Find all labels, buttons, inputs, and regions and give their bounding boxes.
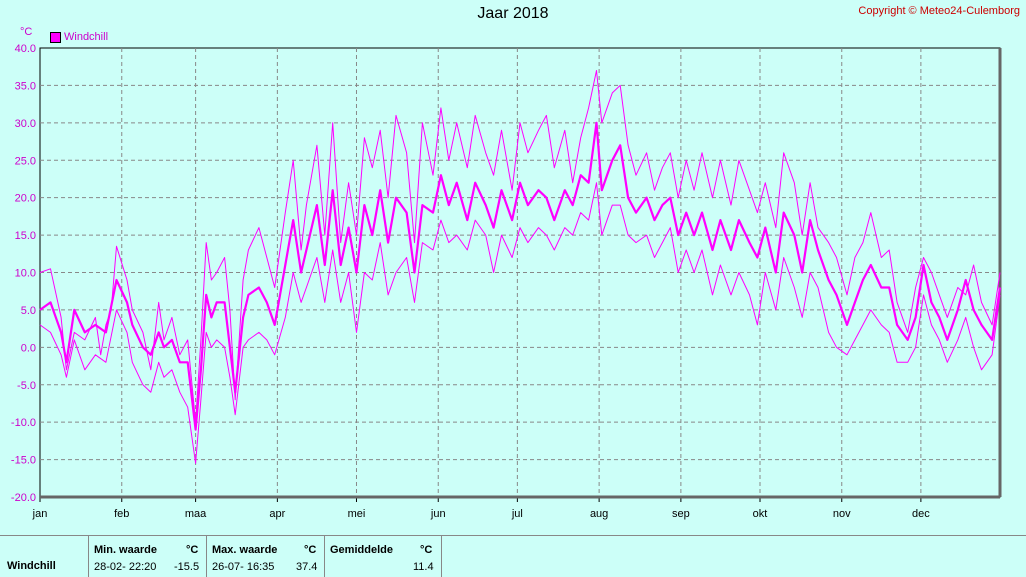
stats-min-label: Min. waarde <box>94 544 157 556</box>
y-tick-label: 25.0 <box>15 155 36 167</box>
stats-max-time: 26-07- 16:35 <box>212 561 275 573</box>
stats-max-cell: Max. waarde °C 26-07- 16:35 37.4 <box>206 536 325 577</box>
y-tick-label: -5.0 <box>17 380 36 392</box>
copyright-notice: Copyright © Meteo24-Culemborg <box>858 5 1020 17</box>
series-line-max <box>39 70 1001 423</box>
stats-max-unit: °C <box>304 544 317 556</box>
legend-swatch <box>50 31 61 43</box>
stats-table: Windchill Min. waarde °C 28-02- 22:20 -1… <box>0 535 1026 577</box>
stats-min-cell: Min. waarde °C 28-02- 22:20 -15.5 <box>88 536 207 577</box>
stats-avg-cell: Gemiddelde °C 11.4 <box>324 536 442 577</box>
y-tick-label: 15.0 <box>15 230 36 242</box>
x-tick-label: jun <box>430 508 446 520</box>
y-tick-label: 40.0 <box>15 43 36 55</box>
legend-label: Windchill <box>64 31 109 43</box>
y-tick-label: -15.0 <box>11 455 36 467</box>
series-line-mean <box>39 121 1002 431</box>
x-tick-label: sep <box>672 508 690 520</box>
y-tick-label: 35.0 <box>15 80 36 92</box>
y-tick-label: 5.0 <box>21 305 36 317</box>
y-tick-label: 10.0 <box>15 268 36 280</box>
x-tick-label: nov <box>833 508 851 520</box>
chart-area: 40.0 35.0 30.0 25.0 20.0 15.0 10.0 5.0 0.0 -5.0 -1… <box>11 43 1002 520</box>
stats-max-label: Max. waarde <box>212 544 278 556</box>
x-tick-label: okt <box>753 508 768 520</box>
y-tick-label: 30.0 <box>15 118 36 130</box>
y-tick-label: 0.0 <box>21 342 36 354</box>
x-tick-label: feb <box>114 508 129 520</box>
y-tick-label: -10.0 <box>11 417 36 429</box>
stats-max-value: 37.4 <box>296 561 318 573</box>
series-line-min <box>39 182 1001 464</box>
chart-title: Jaar 2018 <box>477 5 549 22</box>
x-tick-label: maa <box>185 508 207 520</box>
stats-series-cell: Windchill <box>0 536 89 577</box>
x-tick-label: jul <box>511 508 523 520</box>
x-tick-label: jan <box>32 508 48 520</box>
x-tick-label: mei <box>348 508 366 520</box>
y-tick-label: -20.0 <box>11 492 36 504</box>
y-axis-unit: °C <box>20 26 33 38</box>
stats-min-unit: °C <box>186 544 199 556</box>
stats-min-time: 28-02- 22:20 <box>94 561 157 573</box>
legend: Windchill <box>50 31 108 43</box>
stats-series-label: Windchill <box>7 560 56 572</box>
stats-avg-unit: °C <box>420 544 433 556</box>
x-tick-label: aug <box>590 508 608 520</box>
x-tick-label: apr <box>269 508 285 520</box>
stats-avg-label: Gemiddelde <box>330 544 393 556</box>
stats-min-value: -15.5 <box>174 561 200 573</box>
stats-avg-value: 11.4 <box>413 561 434 573</box>
x-tick-label: dec <box>912 508 930 520</box>
y-tick-label: 20.0 <box>15 193 36 205</box>
